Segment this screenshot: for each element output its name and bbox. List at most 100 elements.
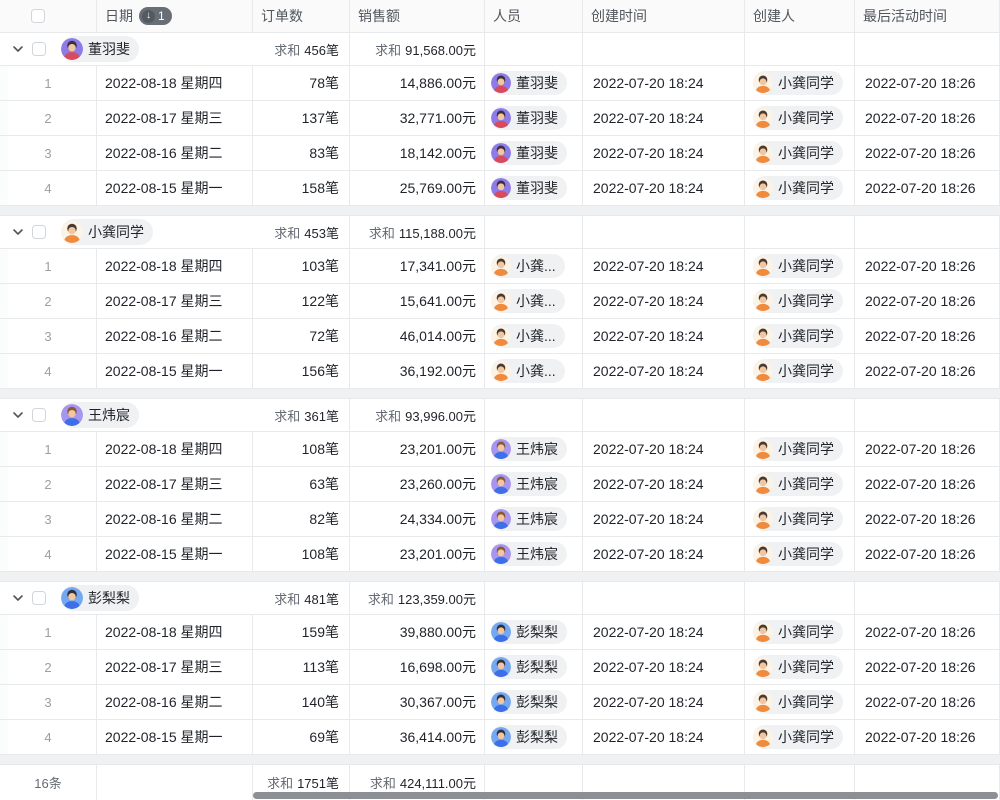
creator-cell[interactable]: 小龚同学	[745, 66, 855, 100]
last-activity-cell[interactable]: 2022-07-20 18:26	[855, 615, 1000, 649]
created-time-cell[interactable]: 2022-07-20 18:24	[583, 615, 745, 649]
group-header-row[interactable]: 彭梨梨 求和 481笔 求和 123,359.00元	[0, 582, 1000, 615]
last-activity-cell[interactable]: 2022-07-20 18:26	[855, 467, 1000, 501]
person-cell[interactable]: 董羽斐	[485, 101, 583, 135]
row-number-cell[interactable]: 4	[0, 720, 97, 754]
orders-cell[interactable]: 108笔	[253, 537, 350, 571]
group-orders-sum[interactable]: 求和 453笔	[253, 216, 350, 248]
sales-cell[interactable]: 32,771.00元	[350, 101, 485, 135]
footer-sales-sum[interactable]: 求和 424,111.00元	[350, 765, 485, 800]
sales-cell[interactable]: 30,367.00元	[350, 685, 485, 719]
last-activity-cell[interactable]: 2022-07-20 18:26	[855, 537, 1000, 571]
table-row[interactable]: 4 2022-08-15 星期一 108笔 23,201.00元 王炜宸 202…	[0, 537, 1000, 572]
chevron-down-icon[interactable]	[12, 43, 24, 55]
person-cell[interactable]: 董羽斐	[485, 66, 583, 100]
created-time-cell[interactable]: 2022-07-20 18:24	[583, 685, 745, 719]
created-time-cell[interactable]: 2022-07-20 18:24	[583, 432, 745, 466]
creator-cell[interactable]: 小龚同学	[745, 720, 855, 754]
sales-cell[interactable]: 15,641.00元	[350, 284, 485, 318]
person-cell[interactable]: 彭梨梨	[485, 720, 583, 754]
sales-cell[interactable]: 16,698.00元	[350, 650, 485, 684]
last-activity-cell[interactable]: 2022-07-20 18:26	[855, 720, 1000, 754]
date-cell[interactable]: 2022-08-16 星期二	[97, 136, 253, 170]
table-row[interactable]: 2 2022-08-17 星期三 63笔 23,260.00元 王炜宸 2022…	[0, 467, 1000, 502]
person-cell[interactable]: 董羽斐	[485, 136, 583, 170]
created-time-cell[interactable]: 2022-07-20 18:24	[583, 249, 745, 283]
last-activity-cell[interactable]: 2022-07-20 18:26	[855, 354, 1000, 388]
table-row[interactable]: 3 2022-08-16 星期二 140笔 30,367.00元 彭梨梨 202…	[0, 685, 1000, 720]
date-cell[interactable]: 2022-08-18 星期四	[97, 615, 253, 649]
table-row[interactable]: 1 2022-08-18 星期四 78笔 14,886.00元 董羽斐 2022…	[0, 66, 1000, 101]
group-header-row[interactable]: 王炜宸 求和 361笔 求和 93,996.00元	[0, 399, 1000, 432]
row-number-cell[interactable]: 1	[0, 249, 97, 283]
group-checkbox[interactable]	[32, 408, 46, 422]
chevron-down-icon[interactable]	[12, 226, 24, 238]
column-header-created-time[interactable]: 创建时间	[583, 0, 745, 32]
table-row[interactable]: 1 2022-08-18 星期四 103笔 17,341.00元 小龚... 2…	[0, 249, 1000, 284]
table-row[interactable]: 3 2022-08-16 星期二 72笔 46,014.00元 小龚... 20…	[0, 319, 1000, 354]
row-number-cell[interactable]: 2	[0, 101, 97, 135]
row-number-cell[interactable]: 3	[0, 319, 97, 353]
created-time-cell[interactable]: 2022-07-20 18:24	[583, 319, 745, 353]
row-number-cell[interactable]: 2	[0, 467, 97, 501]
date-cell[interactable]: 2022-08-18 星期四	[97, 432, 253, 466]
sales-cell[interactable]: 23,201.00元	[350, 432, 485, 466]
table-row[interactable]: 2 2022-08-17 星期三 122笔 15,641.00元 小龚... 2…	[0, 284, 1000, 319]
group-header-row[interactable]: 小龚同学 求和 453笔 求和 115,188.00元	[0, 216, 1000, 249]
group-orders-sum[interactable]: 求和 456笔	[253, 33, 350, 65]
group-orders-sum[interactable]: 求和 481笔	[253, 582, 350, 614]
orders-cell[interactable]: 122笔	[253, 284, 350, 318]
creator-cell[interactable]: 小龚同学	[745, 685, 855, 719]
row-number-cell[interactable]: 3	[0, 502, 97, 536]
orders-cell[interactable]: 83笔	[253, 136, 350, 170]
group-orders-sum[interactable]: 求和 361笔	[253, 399, 350, 431]
last-activity-cell[interactable]: 2022-07-20 18:26	[855, 66, 1000, 100]
group-checkbox[interactable]	[32, 225, 46, 239]
column-header-person[interactable]: 人员	[485, 0, 583, 32]
horizontal-scrollbar[interactable]	[253, 792, 998, 799]
header-select-cell[interactable]	[0, 0, 97, 32]
group-header-row[interactable]: 董羽斐 求和 456笔 求和 91,568.00元	[0, 33, 1000, 66]
date-cell[interactable]: 2022-08-16 星期二	[97, 685, 253, 719]
person-cell[interactable]: 小龚...	[485, 284, 583, 318]
orders-cell[interactable]: 159笔	[253, 615, 350, 649]
created-time-cell[interactable]: 2022-07-20 18:24	[583, 171, 745, 205]
sales-cell[interactable]: 17,341.00元	[350, 249, 485, 283]
created-time-cell[interactable]: 2022-07-20 18:24	[583, 537, 745, 571]
orders-cell[interactable]: 69笔	[253, 720, 350, 754]
creator-cell[interactable]: 小龚同学	[745, 171, 855, 205]
table-row[interactable]: 1 2022-08-18 星期四 159笔 39,880.00元 彭梨梨 202…	[0, 615, 1000, 650]
date-cell[interactable]: 2022-08-15 星期一	[97, 354, 253, 388]
row-number-cell[interactable]: 1	[0, 66, 97, 100]
person-cell[interactable]: 王炜宸	[485, 502, 583, 536]
group-sales-sum[interactable]: 求和 123,359.00元	[350, 582, 485, 614]
column-header-date[interactable]: 日期 ↓ 1	[97, 0, 253, 32]
last-activity-cell[interactable]: 2022-07-20 18:26	[855, 136, 1000, 170]
row-number-cell[interactable]: 4	[0, 171, 97, 205]
date-cell[interactable]: 2022-08-15 星期一	[97, 537, 253, 571]
date-cell[interactable]: 2022-08-17 星期三	[97, 101, 253, 135]
table-row[interactable]: 3 2022-08-16 星期二 82笔 24,334.00元 王炜宸 2022…	[0, 502, 1000, 537]
creator-cell[interactable]: 小龚同学	[745, 467, 855, 501]
column-header-creator[interactable]: 创建人	[745, 0, 855, 32]
group-title-cell[interactable]: 小龚同学	[0, 216, 253, 248]
person-cell[interactable]: 彭梨梨	[485, 650, 583, 684]
sales-cell[interactable]: 24,334.00元	[350, 502, 485, 536]
select-all-checkbox[interactable]	[31, 9, 45, 23]
sales-cell[interactable]: 23,201.00元	[350, 537, 485, 571]
table-row[interactable]: 2 2022-08-17 星期三 113笔 16,698.00元 彭梨梨 202…	[0, 650, 1000, 685]
table-row[interactable]: 1 2022-08-18 星期四 108笔 23,201.00元 王炜宸 202…	[0, 432, 1000, 467]
row-number-cell[interactable]: 1	[0, 432, 97, 466]
orders-cell[interactable]: 140笔	[253, 685, 350, 719]
orders-cell[interactable]: 158笔	[253, 171, 350, 205]
column-header-last-activity[interactable]: 最后活动时间	[855, 0, 1000, 32]
created-time-cell[interactable]: 2022-07-20 18:24	[583, 66, 745, 100]
person-cell[interactable]: 王炜宸	[485, 432, 583, 466]
table-row[interactable]: 2 2022-08-17 星期三 137笔 32,771.00元 董羽斐 202…	[0, 101, 1000, 136]
creator-cell[interactable]: 小龚同学	[745, 319, 855, 353]
creator-cell[interactable]: 小龚同学	[745, 502, 855, 536]
date-cell[interactable]: 2022-08-18 星期四	[97, 249, 253, 283]
orders-cell[interactable]: 103笔	[253, 249, 350, 283]
group-title-cell[interactable]: 彭梨梨	[0, 582, 253, 614]
group-title-cell[interactable]: 王炜宸	[0, 399, 253, 431]
